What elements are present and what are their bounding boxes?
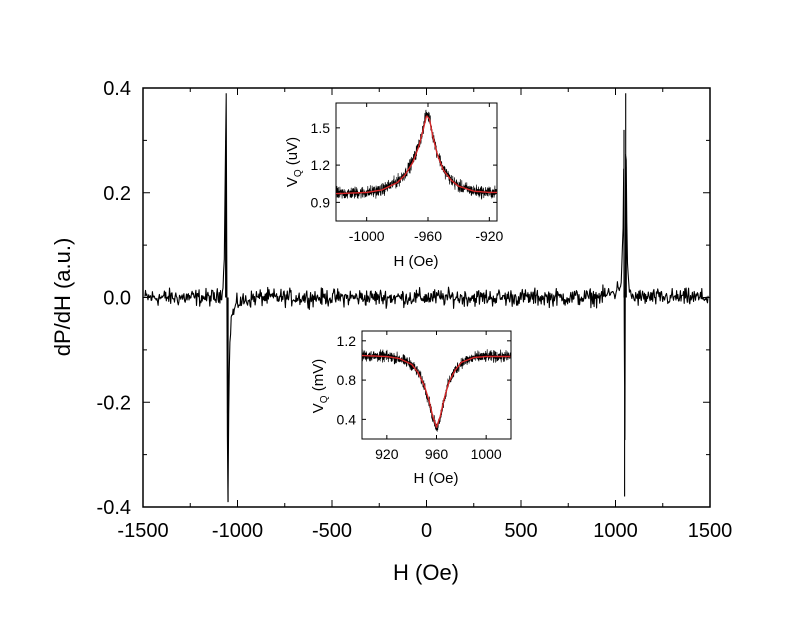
- inset-top-x-tick-label: -1000: [349, 228, 385, 244]
- main-series: [144, 93, 709, 503]
- inset-top-chart: -1000 -960 -920 0.9 1.2 1.5 H (Oe) VQ (uV): [284, 102, 504, 270]
- inset-bottom-y-tick-labels: 0.4 0.8 1.2: [337, 333, 357, 428]
- inset-bottom-fit-line: [361, 354, 511, 428]
- inset-bottom-x-tick-label: 1000: [471, 446, 502, 462]
- inset-bottom-y-tick-label: 0.8: [337, 372, 357, 388]
- inset-bottom-ticks: [362, 331, 511, 439]
- inset-bottom-data-line: [361, 349, 512, 432]
- inset-top-frame: [335, 102, 498, 222]
- main-x-tick-label: -1500: [117, 520, 168, 542]
- inset-top-x-tick-label: -920: [475, 228, 503, 244]
- inset-top-y-axis-label: VQ (uV): [284, 137, 304, 187]
- inset-top-y-tick-label: 1.5: [311, 120, 331, 136]
- main-y-tick-label: -0.4: [97, 497, 131, 519]
- main-y-tick-label: -0.2: [97, 392, 131, 414]
- inset-bottom-frame: [361, 330, 512, 440]
- inset-top-fit-line: [335, 115, 497, 195]
- inset-bottom-y-tick-label: 1.2: [337, 333, 357, 349]
- inset-bottom-y-tick-label: 0.4: [337, 411, 357, 427]
- inset-top-x-axis-label: H (Oe): [394, 253, 439, 270]
- inset-bottom-x-tick-labels: 920 960 1000: [375, 446, 502, 462]
- main-chart: -1500 -1000 -500 0 500 1000 1500 -0.4 -0.2 0.0 0.…: [50, 78, 732, 585]
- inset-bottom-x-tick-label: 960: [425, 446, 449, 462]
- inset-top-x-tick-label: -960: [414, 228, 442, 244]
- inset-top-y-tick-label: 1.2: [311, 157, 331, 173]
- inset-top-y-tick-label: 0.9: [311, 194, 331, 210]
- main-x-tick-label: 1000: [593, 520, 638, 542]
- inset-bottom-y-axis-label: VQ (mV): [310, 359, 330, 413]
- main-y-axis-label: dP/dH (a.u.): [50, 238, 75, 357]
- main-data-line: [144, 93, 709, 503]
- inset-bottom-x-axis-label: H (Oe): [414, 470, 459, 487]
- main-x-tick-label: 500: [504, 520, 537, 542]
- main-y-tick-labels: -0.4 -0.2 0.0 0.2 0.4: [97, 78, 131, 519]
- inset-top-x-tick-labels: -1000 -960 -920: [349, 228, 504, 244]
- main-x-axis-label: H (Oe): [393, 560, 459, 585]
- inset-top-ticks: [336, 103, 497, 221]
- main-y-tick-label: 0.2: [103, 183, 131, 205]
- main-x-tick-label: -1000: [212, 520, 263, 542]
- inset-bottom-chart: 920 960 1000 0.4 0.8 1.2 H (Oe) VQ (mV): [310, 330, 512, 487]
- main-x-tick-label: 0: [421, 520, 432, 542]
- main-x-tick-labels: -1500 -1000 -500 0 500 1000 1500: [117, 520, 732, 542]
- inset-bottom-series: [361, 349, 512, 432]
- inset-top-series: [335, 109, 498, 200]
- main-x-tick-label: 1500: [688, 520, 733, 542]
- inset-bottom-x-tick-label: 920: [375, 446, 399, 462]
- main-y-tick-label: 0.4: [103, 78, 131, 100]
- main-ticks: [142, 87, 711, 508]
- inset-top-y-tick-labels: 0.9 1.2 1.5: [311, 120, 331, 211]
- main-x-tick-label: -500: [312, 520, 352, 542]
- main-y-tick-label: 0.0: [103, 288, 131, 310]
